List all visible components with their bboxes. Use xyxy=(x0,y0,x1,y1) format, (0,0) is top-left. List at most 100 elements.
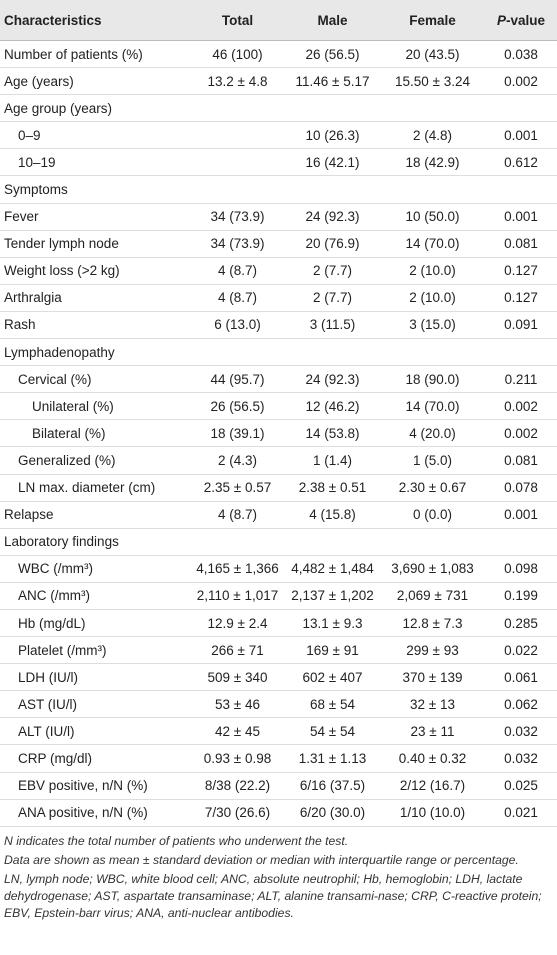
cell: 0.078 xyxy=(485,474,557,502)
table-row: WBC (/mm³) 4,165 ± 1,366 4,482 ± 1,484 3,69… xyxy=(0,555,557,583)
cell: 8/38 (22.2) xyxy=(190,772,285,800)
cell: 44 (95.7) xyxy=(190,365,285,394)
row-label: ANA positive, n/N (%) xyxy=(0,799,190,827)
cell: 26 (56.5) xyxy=(190,392,285,421)
cell: 6/16 (37.5) xyxy=(285,772,380,800)
cell: 6 (13.0) xyxy=(190,311,285,340)
table-row: 10–19 16 (42.1) 18 (42.9) 0.612 xyxy=(0,148,557,177)
row-label: CRP (mg/dl) xyxy=(0,744,190,773)
cell: 0.022 xyxy=(485,636,557,665)
cell: 26 (56.5) xyxy=(285,40,380,69)
cell: 0.032 xyxy=(485,717,557,746)
cell xyxy=(190,175,285,204)
cell: 4,165 ± 1,366 xyxy=(190,555,285,583)
footnote: LN, lymph node; WBC, white blood cell; A… xyxy=(4,871,542,920)
cell xyxy=(380,528,485,556)
cell: 0.211 xyxy=(485,365,557,394)
row-label: Tender lymph node xyxy=(0,230,190,258)
cell: 18 (42.9) xyxy=(380,148,485,177)
footnotes: N indicates the total number of patients… xyxy=(0,827,557,922)
cell: 0.025 xyxy=(485,772,557,800)
cell: 1.31 ± 1.13 xyxy=(285,744,380,773)
header-row: Characteristics Total Male Female P-value xyxy=(0,0,557,41)
cell: 2,137 ± 1,202 xyxy=(285,582,380,610)
row-label: 0–9 xyxy=(0,121,190,150)
table-row: ALT (IU/l) 42 ± 45 54 ± 54 23 ± 11 0.032 xyxy=(0,717,557,746)
cell: 24 (92.3) xyxy=(285,365,380,394)
cell: 2 (4.8) xyxy=(380,121,485,150)
cell xyxy=(285,175,380,204)
cell: 2.30 ± 0.67 xyxy=(380,474,485,502)
cell: 12.9 ± 2.4 xyxy=(190,609,285,638)
cell: 15.50 ± 3.24 xyxy=(380,67,485,96)
cell: 0.081 xyxy=(485,446,557,475)
row-label: AST (IU/l) xyxy=(0,690,190,719)
cell: 0.285 xyxy=(485,609,557,638)
cell: 20 (76.9) xyxy=(285,230,380,258)
table-row: Tender lymph node 34 (73.9) 20 (76.9) 14 (7… xyxy=(0,230,557,258)
table-row: Fever 34 (73.9) 24 (92.3) 10 (50.0) 0.001 xyxy=(0,203,557,231)
cell: 0.062 xyxy=(485,690,557,719)
cell xyxy=(190,148,285,177)
column-header: Characteristics xyxy=(0,0,190,41)
cell: 2 (10.0) xyxy=(380,284,485,312)
row-label: Symptoms xyxy=(0,175,190,204)
row-label: WBC (/mm³) xyxy=(0,555,190,583)
cell: 13.2 ± 4.8 xyxy=(190,67,285,96)
cell: 16 (42.1) xyxy=(285,148,380,177)
row-label: Relapse xyxy=(0,501,190,529)
cell: 42 ± 45 xyxy=(190,717,285,746)
cell: 4 (8.7) xyxy=(190,501,285,529)
cell: 2 (10.0) xyxy=(380,257,485,285)
cell: 4 (20.0) xyxy=(380,419,485,448)
cell: 7/30 (26.6) xyxy=(190,799,285,827)
cell: 4 (8.7) xyxy=(190,284,285,312)
cell: 4 (15.8) xyxy=(285,501,380,529)
footnote: Data are shown as mean ± standard deviat… xyxy=(4,852,519,867)
cell: 2.38 ± 0.51 xyxy=(285,474,380,502)
cell: 10 (50.0) xyxy=(380,203,485,231)
row-label: Bilateral (%) xyxy=(0,419,190,448)
cell: 602 ± 407 xyxy=(285,663,380,692)
table-row: LDH (IU/l) 509 ± 340 602 ± 407 370 ± 139 0.0… xyxy=(0,663,557,692)
row-label: Fever xyxy=(0,203,190,231)
cell: 0.127 xyxy=(485,284,557,312)
cell: 169 ± 91 xyxy=(285,636,380,665)
cell xyxy=(190,121,285,150)
cell: 3 (11.5) xyxy=(285,311,380,340)
row-label: 10–19 xyxy=(0,148,190,177)
cell: 14 (70.0) xyxy=(380,392,485,421)
cell: 0.098 xyxy=(485,555,557,583)
row-label: ANC (/mm³) xyxy=(0,582,190,610)
table-row: EBV positive, n/N (%) 8/38 (22.2) 6/16 (37… xyxy=(0,772,557,800)
cell: 0 (0.0) xyxy=(380,501,485,529)
row-label: LDH (IU/l) xyxy=(0,663,190,692)
table-row: ANA positive, n/N (%) 7/30 (26.6) 6/20 (30… xyxy=(0,799,557,827)
row-label: Rash xyxy=(0,311,190,340)
cell: 0.002 xyxy=(485,67,557,96)
cell: 32 ± 13 xyxy=(380,690,485,719)
cell: 11.46 ± 5.17 xyxy=(285,67,380,96)
table-row: Laboratory findings xyxy=(0,528,557,556)
cell: 12.8 ± 7.3 xyxy=(380,609,485,638)
table-row: Weight loss (>2 kg) 4 (8.7) 2 (7.7) 2 (10.0… xyxy=(0,257,557,285)
cell: 0.93 ± 0.98 xyxy=(190,744,285,773)
cell: 0.001 xyxy=(485,501,557,529)
column-header: P-value xyxy=(485,0,557,41)
cell: 266 ± 71 xyxy=(190,636,285,665)
cell xyxy=(485,338,557,367)
cell: 14 (70.0) xyxy=(380,230,485,258)
cell: 0.061 xyxy=(485,663,557,692)
table-row: Age group (years) xyxy=(0,94,557,123)
table-row: Symptoms xyxy=(0,175,557,204)
table-row: Generalized (%) 2 (4.3) 1 (1.4) 1 (5.0) 0.08… xyxy=(0,446,557,475)
cell xyxy=(485,528,557,556)
table-row: CRP (mg/dl) 0.93 ± 0.98 1.31 ± 1.13 0.40 ± … xyxy=(0,744,557,773)
cell: 0.002 xyxy=(485,419,557,448)
column-header: Female xyxy=(380,0,485,41)
table-row: Rash 6 (13.0) 3 (11.5) 3 (15.0) 0.091 xyxy=(0,311,557,340)
cell: 4,482 ± 1,484 xyxy=(285,555,380,583)
cell xyxy=(190,338,285,367)
row-label: ALT (IU/l) xyxy=(0,717,190,746)
